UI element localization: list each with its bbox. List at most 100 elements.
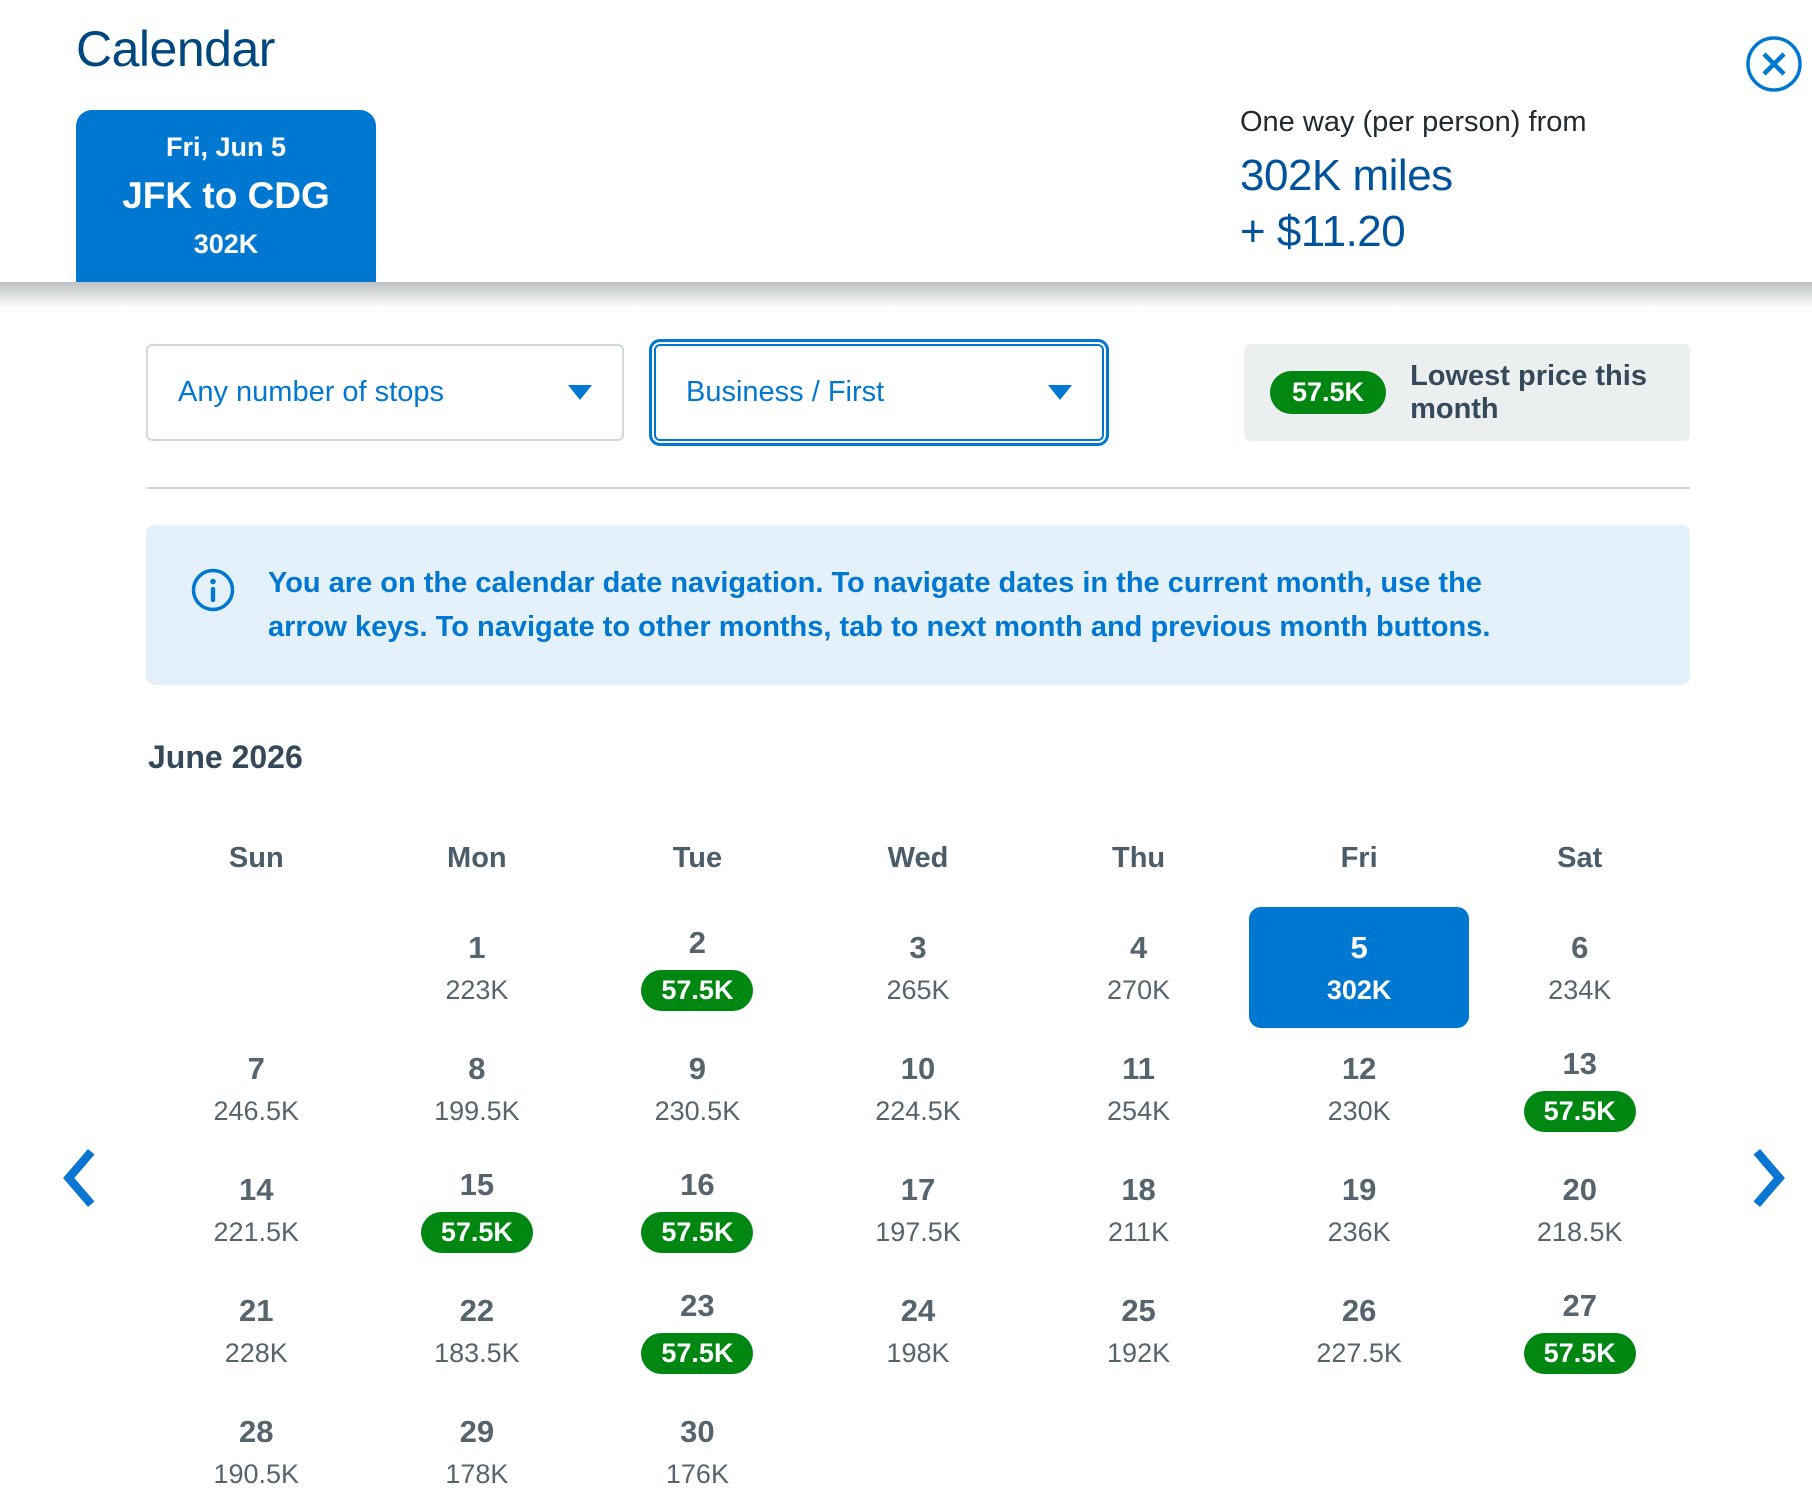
calendar-day-27[interactable]: 27 57.5K xyxy=(1469,1270,1690,1391)
info-icon xyxy=(190,567,236,649)
day-price: 190.5K xyxy=(213,1458,300,1489)
fare-summary-label: One way (per person) from xyxy=(1240,106,1587,138)
day-price-lowest-badge: 57.5K xyxy=(1523,1332,1636,1374)
calendar-day-10[interactable]: 10 224.5K xyxy=(808,1028,1029,1149)
day-price: 270K xyxy=(1107,974,1171,1005)
calendar-day-14[interactable]: 14 221.5K xyxy=(146,1149,367,1270)
day-number: 25 xyxy=(1121,1292,1156,1328)
selected-price-label: 302K xyxy=(193,229,259,259)
day-price: 176K xyxy=(665,1458,729,1489)
day-price: 218.5K xyxy=(1536,1216,1623,1247)
calendar-day-17[interactable]: 17 197.5K xyxy=(808,1149,1029,1270)
calendar-day-16[interactable]: 16 57.5K xyxy=(587,1149,808,1270)
calendar-day-8[interactable]: 8 199.5K xyxy=(367,1028,588,1149)
calendar-day-22[interactable]: 22 183.5K xyxy=(367,1270,588,1391)
page-title: Calendar xyxy=(76,21,275,77)
day-price: 228K xyxy=(224,1337,288,1368)
calendar-day-9[interactable]: 9 230.5K xyxy=(587,1028,808,1149)
previous-month-button[interactable] xyxy=(48,1144,112,1214)
next-month-button[interactable] xyxy=(1736,1144,1800,1214)
calendar-day-24[interactable]: 24 198K xyxy=(808,1270,1029,1391)
calendar-day-1[interactable]: 1 223K xyxy=(367,907,588,1028)
calendar-day-13[interactable]: 13 57.5K xyxy=(1469,1028,1690,1149)
stops-dropdown-value: Any number of stops xyxy=(178,376,444,408)
calendar-day-7[interactable]: 7 246.5K xyxy=(146,1028,367,1149)
day-number: 6 xyxy=(1571,929,1589,965)
selected-date-label: Fri, Jun 5 xyxy=(165,132,287,162)
day-price: 183.5K xyxy=(434,1337,520,1368)
calendar-day-23[interactable]: 23 57.5K xyxy=(587,1270,808,1391)
day-number: 2 xyxy=(688,924,707,960)
calendar-day-15[interactable]: 15 57.5K xyxy=(367,1149,588,1270)
day-price: 234K xyxy=(1548,974,1612,1005)
calendar-day-4[interactable]: 4 270K xyxy=(1028,907,1249,1028)
weekday-header-row: Sun Mon Tue Wed Thu Fri Sat xyxy=(146,842,1690,875)
day-number: 26 xyxy=(1341,1292,1377,1328)
day-number: 16 xyxy=(680,1166,715,1202)
day-price: 223K xyxy=(445,974,509,1005)
day-number: 1 xyxy=(468,929,486,965)
day-number: 29 xyxy=(459,1413,495,1449)
day-price: 302K xyxy=(1326,974,1392,1005)
calendar-day-18[interactable]: 18 211K xyxy=(1028,1149,1249,1270)
day-price: 230.5K xyxy=(654,1095,741,1126)
weekday-fri: Fri xyxy=(1340,842,1378,875)
calendar-day-25[interactable]: 25 192K xyxy=(1028,1270,1249,1391)
day-number: 23 xyxy=(680,1287,715,1323)
day-price: 178K xyxy=(445,1458,509,1489)
section-divider xyxy=(146,487,1690,489)
day-price: 246.5K xyxy=(213,1095,300,1126)
month-title: June 2026 xyxy=(148,739,303,776)
chevron-down-icon xyxy=(568,385,592,400)
day-number: 3 xyxy=(909,929,927,965)
day-price: 198K xyxy=(886,1337,950,1368)
calendar-day-28[interactable]: 28 190.5K xyxy=(146,1391,367,1512)
stops-dropdown[interactable]: Any number of stops xyxy=(146,344,624,441)
day-number: 9 xyxy=(688,1050,707,1086)
weekday-wed: Wed xyxy=(887,842,949,875)
calendar-day-30[interactable]: 30 176K xyxy=(587,1391,808,1512)
day-price-lowest-badge: 57.5K xyxy=(1523,1090,1636,1132)
calendar-day-12[interactable]: 12 230K xyxy=(1249,1028,1470,1149)
day-number: 14 xyxy=(239,1171,274,1207)
day-number: 17 xyxy=(900,1171,936,1207)
calendar-day-21[interactable]: 21 228K xyxy=(146,1270,367,1391)
cabin-dropdown[interactable]: Business / First xyxy=(649,339,1109,446)
calendar-day-6[interactable]: 6 234K xyxy=(1469,907,1690,1028)
weekday-sun: Sun xyxy=(228,842,284,875)
day-number: 13 xyxy=(1562,1045,1597,1081)
filters-row: Any number of stops Business / First 57.… xyxy=(146,339,1690,446)
day-price-lowest-badge: 57.5K xyxy=(420,1211,533,1253)
calendar-day-5[interactable]: 5 302K xyxy=(1248,907,1470,1029)
day-price: 224.5K xyxy=(875,1095,961,1126)
day-number: 19 xyxy=(1341,1171,1377,1207)
day-number: 12 xyxy=(1341,1050,1377,1086)
chevron-down-icon xyxy=(1048,385,1072,400)
calendar-day-2[interactable]: 2 57.5K xyxy=(587,907,808,1028)
calendar-day-19[interactable]: 19 236K xyxy=(1249,1149,1470,1270)
calendar-day-11[interactable]: 11 254K xyxy=(1028,1028,1249,1149)
day-price: 265K xyxy=(886,974,950,1005)
weekday-mon: Mon xyxy=(447,842,507,875)
day-number: 5 xyxy=(1350,929,1368,965)
calendar-day-20[interactable]: 20 218.5K xyxy=(1469,1149,1690,1270)
weekday-tue: Tue xyxy=(672,842,723,875)
day-number: 27 xyxy=(1562,1287,1597,1323)
header-shadow-divider xyxy=(0,282,1812,308)
day-price-lowest-badge: 57.5K xyxy=(641,1332,754,1374)
day-number: 22 xyxy=(459,1292,495,1328)
lowest-price-badge: 57.5K xyxy=(1270,371,1387,414)
cabin-dropdown-value: Business / First xyxy=(686,376,885,408)
calendar-day-3[interactable]: 3 265K xyxy=(808,907,1029,1028)
calendar-day-29[interactable]: 29 178K xyxy=(367,1391,588,1512)
calendar-day-26[interactable]: 26 227.5K xyxy=(1249,1270,1470,1391)
fare-summary: One way (per person) from 302K miles + $… xyxy=(1240,106,1587,257)
notice-text: You are on the calendar date navigation.… xyxy=(268,567,1491,644)
day-price-lowest-badge: 57.5K xyxy=(641,969,754,1011)
selected-date-card[interactable]: Fri, Jun 5 JFK to CDG 302K xyxy=(76,110,376,282)
day-number: 11 xyxy=(1122,1050,1155,1086)
day-price: 211K xyxy=(1108,1216,1170,1247)
close-button[interactable] xyxy=(1744,34,1804,94)
fare-summary-fees: + $11.20 xyxy=(1240,207,1406,256)
lowest-price-legend: 57.5K Lowest price this month xyxy=(1244,344,1690,441)
